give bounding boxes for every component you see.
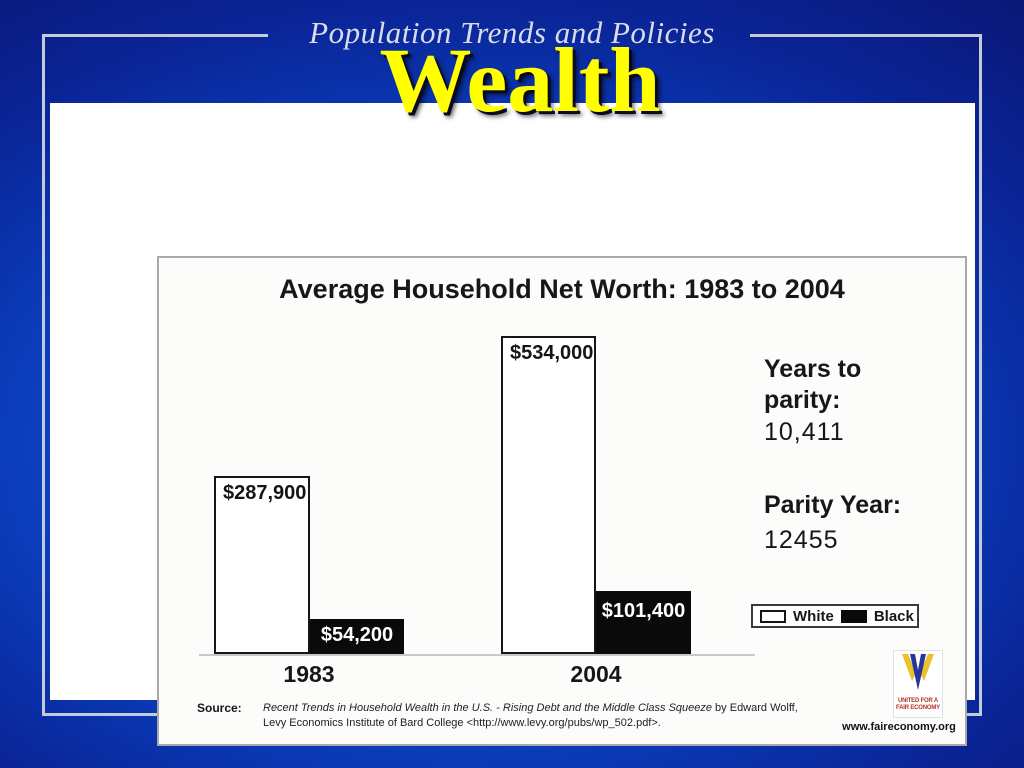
ufe-logo-icon — [902, 654, 934, 690]
source-work-title: Recent Trends in Household Wealth in the… — [263, 702, 712, 714]
x-axis-line — [199, 654, 755, 656]
years-to-parity-value: 10,411 — [764, 418, 845, 446]
years-to-parity-label: Years to parity: — [764, 355, 862, 414]
x-tick-1983: 1983 — [283, 661, 335, 687]
slide-content-area: Average Household Net Worth: 1983 to 200… — [50, 103, 975, 746]
bar-value-label: $54,200 — [320, 624, 394, 646]
bar-value-label: $101,400 — [601, 600, 686, 622]
chart-title: Average Household Net Worth: 1983 to 200… — [279, 274, 845, 304]
source-text: Recent Trends in Household Wealth in the… — [263, 701, 808, 731]
parity-year-value: 12455 — [764, 526, 839, 554]
chart-legend: White Black — [751, 604, 919, 628]
x-tick-2004: 2004 — [570, 661, 622, 687]
bar-black-2004: $101,400 — [596, 591, 691, 654]
ufe-logo-text-line1: UNITED FOR A — [897, 698, 939, 704]
ufe-logo: UNITED FOR A FAIR ECONOMY — [893, 650, 943, 718]
legend-label-black: Black — [873, 607, 914, 625]
chart-panel: Average Household Net Worth: 1983 to 200… — [157, 256, 967, 746]
bar-value-label: $534,000 — [510, 342, 594, 364]
legend-label-white: White — [793, 607, 834, 625]
legend-swatch-black — [840, 609, 867, 623]
slide-header-title: Population Trends and Policies — [309, 15, 715, 50]
source-credit: by Edward Wolff, Levy Economics Institut… — [263, 702, 798, 729]
legend-swatch-white — [760, 609, 786, 623]
source-label: Source: — [197, 701, 242, 715]
bar-black-1983: $54,200 — [310, 619, 404, 654]
parity-year-label: Parity Year: — [764, 491, 902, 519]
website-url: www.faireconomy.org — [842, 721, 956, 733]
bar-white-1983: $287,900 — [214, 476, 310, 654]
slide-title: Wealth — [379, 29, 661, 131]
bar-value-label: $287,900 — [223, 482, 307, 504]
ufe-logo-text-line2: FAIR ECONOMY — [896, 705, 940, 711]
frame-top-line-left — [42, 34, 268, 37]
bar-white-2004: $534,000 — [501, 336, 596, 654]
frame-top-line-right — [750, 34, 982, 37]
